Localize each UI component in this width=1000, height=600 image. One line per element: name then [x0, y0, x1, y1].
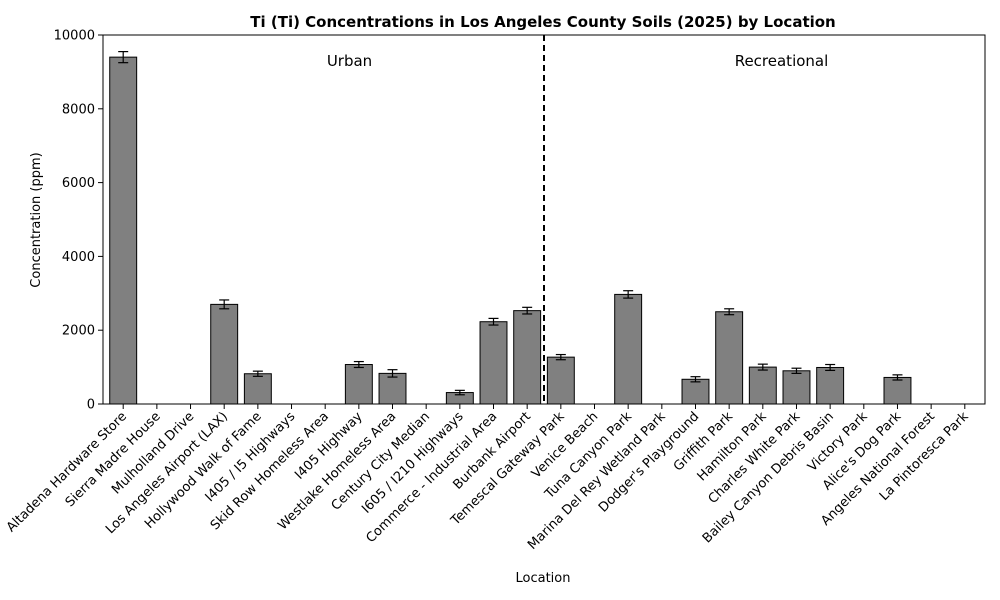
error-bar-13	[555, 353, 566, 361]
bar-7	[344, 364, 373, 405]
bar-13	[546, 356, 575, 405]
y-tick-label: 0	[87, 398, 95, 413]
y-tick-label: 8000	[62, 102, 95, 117]
bar-19	[748, 366, 777, 405]
error-bar-21	[825, 363, 836, 372]
error-bar-15	[623, 290, 634, 299]
y-tick-label: 2000	[62, 324, 95, 339]
x-axis-label: Location	[516, 571, 571, 586]
error-bar-20	[791, 367, 802, 374]
error-bar-19	[757, 363, 768, 371]
error-bar-8	[387, 369, 398, 378]
error-bar-0	[118, 51, 129, 64]
error-bar-3	[219, 299, 230, 310]
error-bar-4	[252, 370, 263, 377]
chart-title: Ti (Ti) Concentrations in Los Angeles Co…	[250, 13, 835, 31]
plot-frame	[102, 34, 986, 405]
region-label-recreational: Recreational	[735, 52, 829, 70]
bar-0	[109, 56, 138, 405]
y-axis-ticks: 0 2000 4000 6000 8000 10000	[54, 29, 103, 413]
error-bar-10	[454, 389, 465, 396]
error-bar-23	[892, 374, 903, 381]
y-tick-label: 4000	[62, 250, 95, 265]
bar-17	[681, 378, 710, 405]
bar-11	[479, 321, 508, 405]
bar-8	[378, 372, 407, 405]
y-axis-label: Concentration (ppm)	[29, 152, 44, 287]
bar-20	[782, 370, 811, 405]
error-bar-12	[522, 306, 533, 315]
bars-group	[109, 56, 912, 405]
error-bar-7	[353, 360, 364, 369]
bar-18	[715, 311, 744, 405]
bar-23	[883, 376, 912, 405]
bar-12	[513, 310, 542, 405]
region-label-urban: Urban	[327, 52, 372, 70]
bar-3	[210, 303, 239, 405]
error-bar-17	[690, 376, 701, 383]
y-tick-label: 10000	[54, 29, 95, 44]
error-bars-group	[118, 51, 903, 396]
bar-21	[816, 366, 845, 405]
error-bar-18	[724, 308, 735, 316]
bar-4	[243, 373, 272, 405]
y-tick-label: 6000	[62, 176, 95, 191]
error-bar-11	[488, 317, 499, 326]
bar-15	[614, 293, 643, 405]
